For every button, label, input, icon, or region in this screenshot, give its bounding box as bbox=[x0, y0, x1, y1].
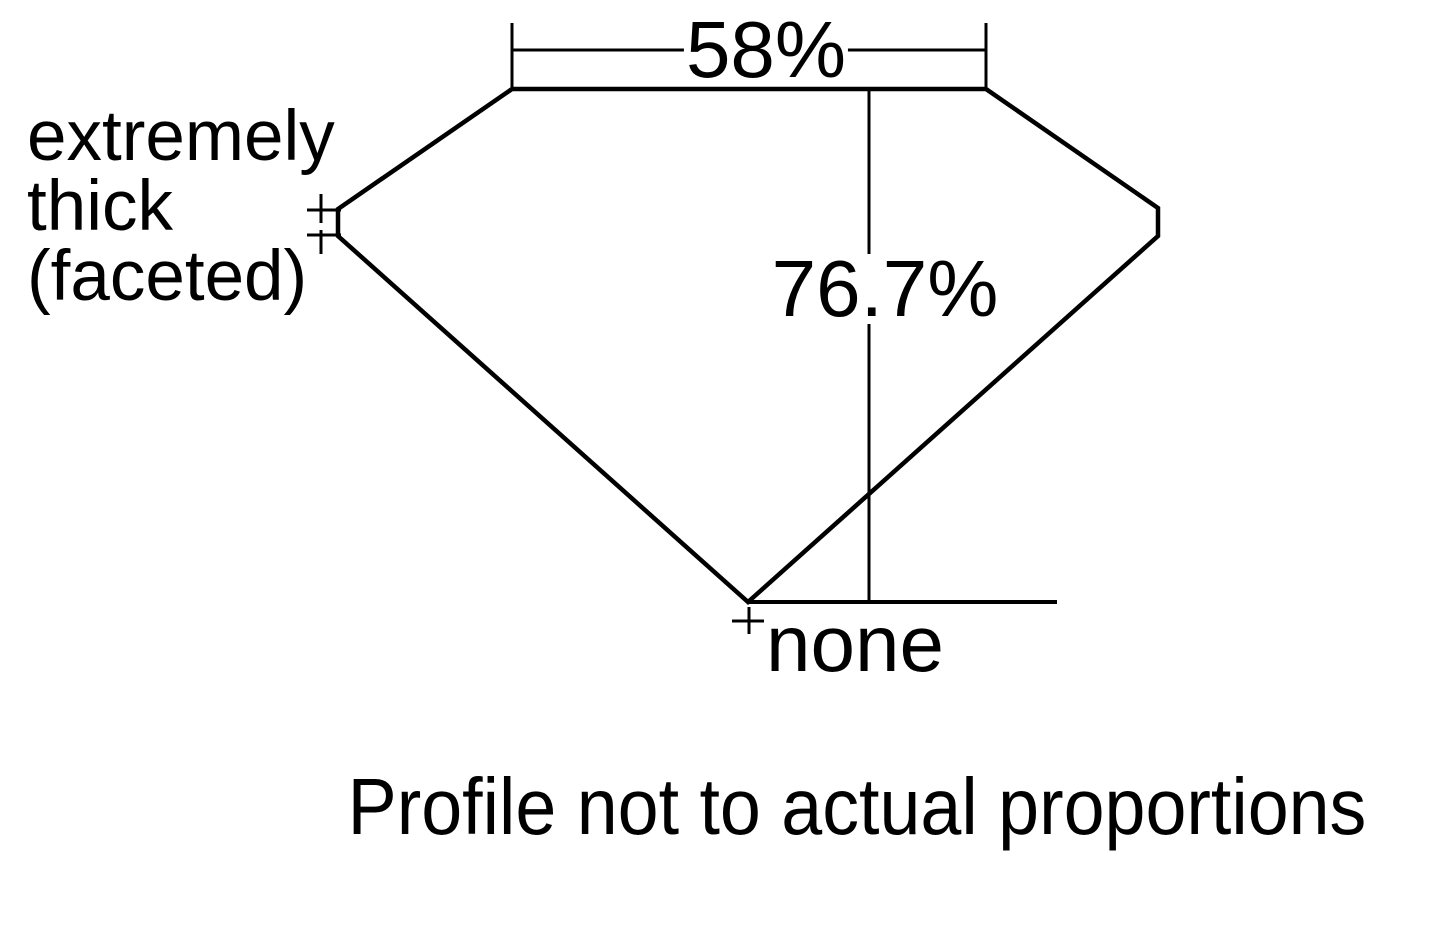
caption: Profile not to actual proportions bbox=[347, 762, 1367, 851]
table-width-label: 58% bbox=[683, 5, 849, 94]
girdle-thickness-label: extremely thick (faceted) bbox=[27, 97, 335, 316]
diamond-outline bbox=[335, 86, 1161, 606]
culet-label: none bbox=[766, 599, 944, 688]
depth-percent-label: 76.7% bbox=[767, 249, 1003, 329]
